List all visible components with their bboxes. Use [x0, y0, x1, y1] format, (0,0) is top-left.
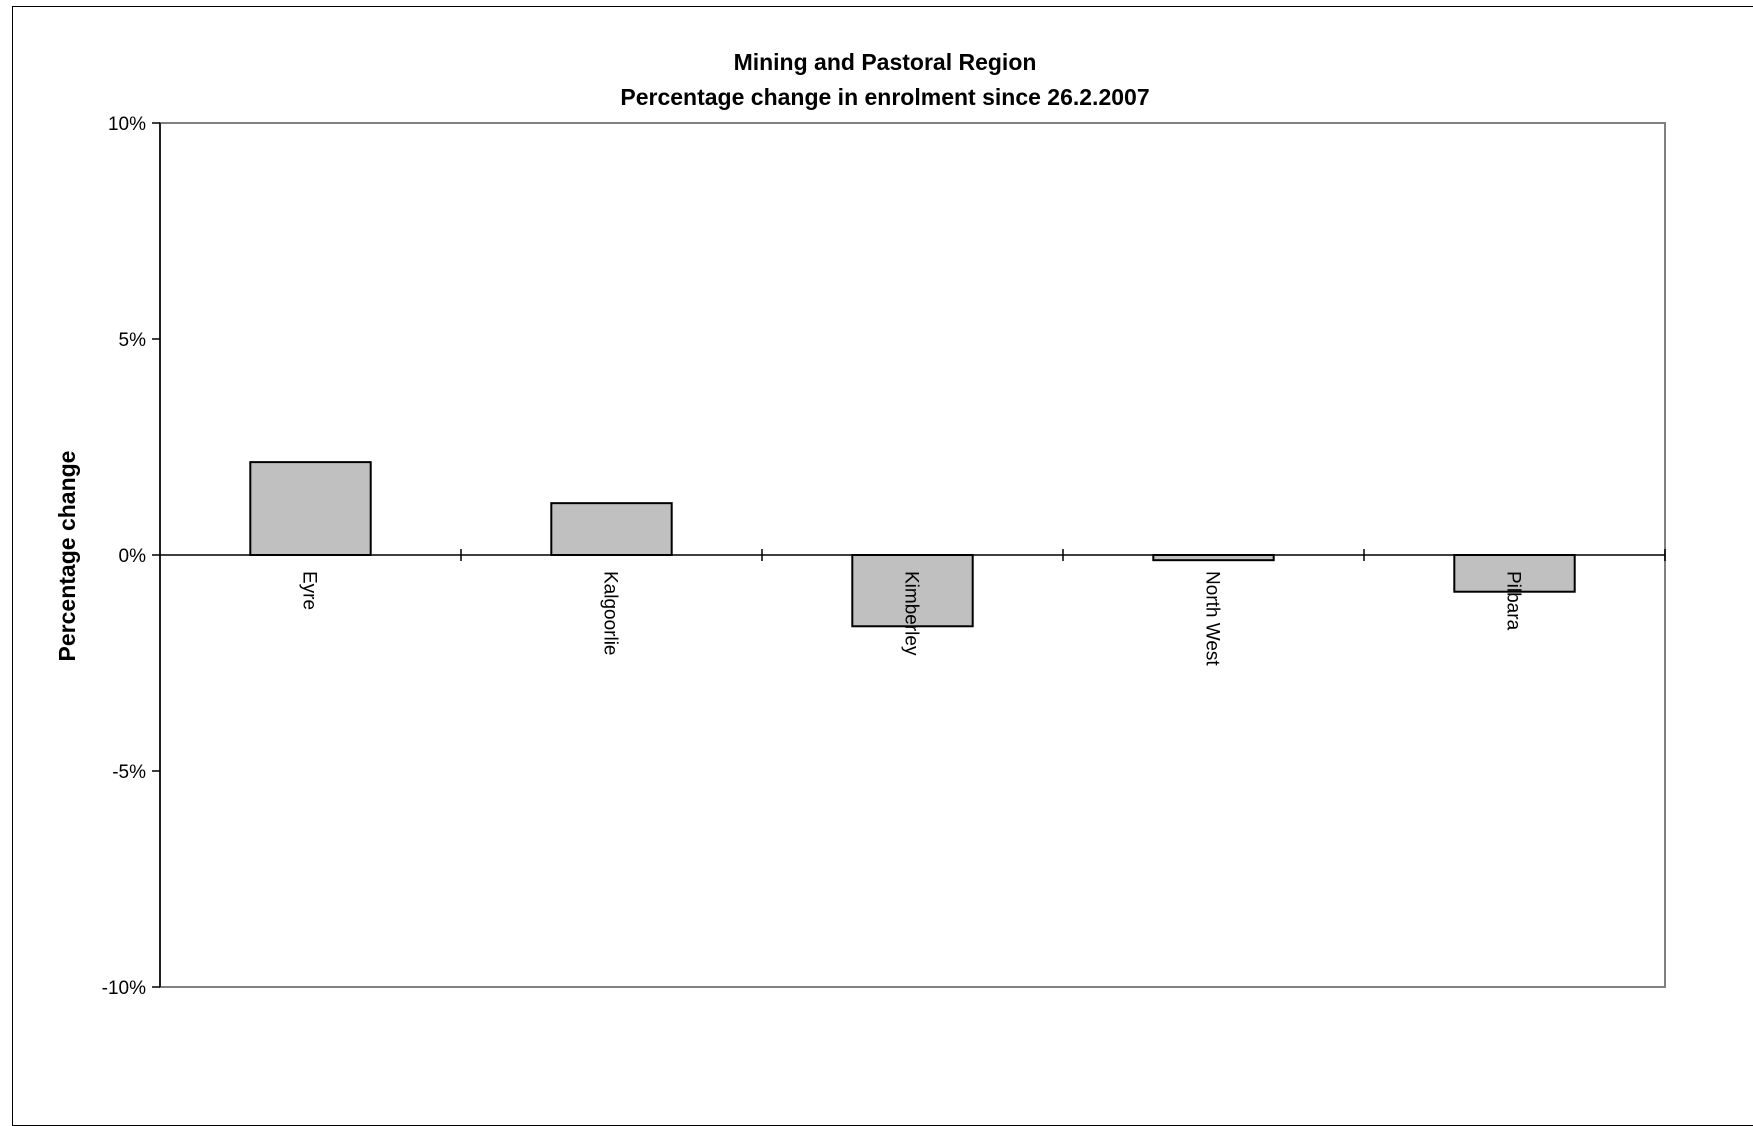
bar-kalgoorlie [550, 502, 673, 557]
chart: Mining and Pastoral Region Percentage ch… [54, 49, 1666, 999]
y-tick-label: -10% [102, 978, 146, 999]
bar-north-west [1152, 554, 1275, 562]
category-label: North West [1202, 571, 1223, 666]
y-tick-label: 5% [119, 330, 147, 351]
bar-eyre [249, 461, 372, 556]
bars [249, 461, 1576, 628]
category-labels: Eyre Kalgoorlie Kimberley North West Pilbara [299, 571, 1524, 666]
bar-kimberley [851, 554, 974, 628]
category-label: Kimberley [901, 571, 922, 656]
y-axis-label: Percentage change [54, 451, 80, 662]
chart-title: Mining and Pastoral Region [734, 49, 1037, 75]
x-axis [160, 549, 1666, 561]
y-tick-label: -5% [112, 762, 146, 783]
bar-pilbara [1453, 554, 1576, 593]
chart-subtitle: Percentage change in enrolment since 26.… [620, 84, 1149, 110]
category-label: Eyre [299, 571, 320, 610]
y-axis: 10% 5% 0% -5% -10% [102, 114, 161, 999]
category-label: Kalgoorlie [600, 571, 621, 656]
category-label: Pilbara [1503, 571, 1524, 631]
y-tick-label: 0% [119, 546, 147, 567]
y-tick-label: 10% [108, 114, 146, 135]
